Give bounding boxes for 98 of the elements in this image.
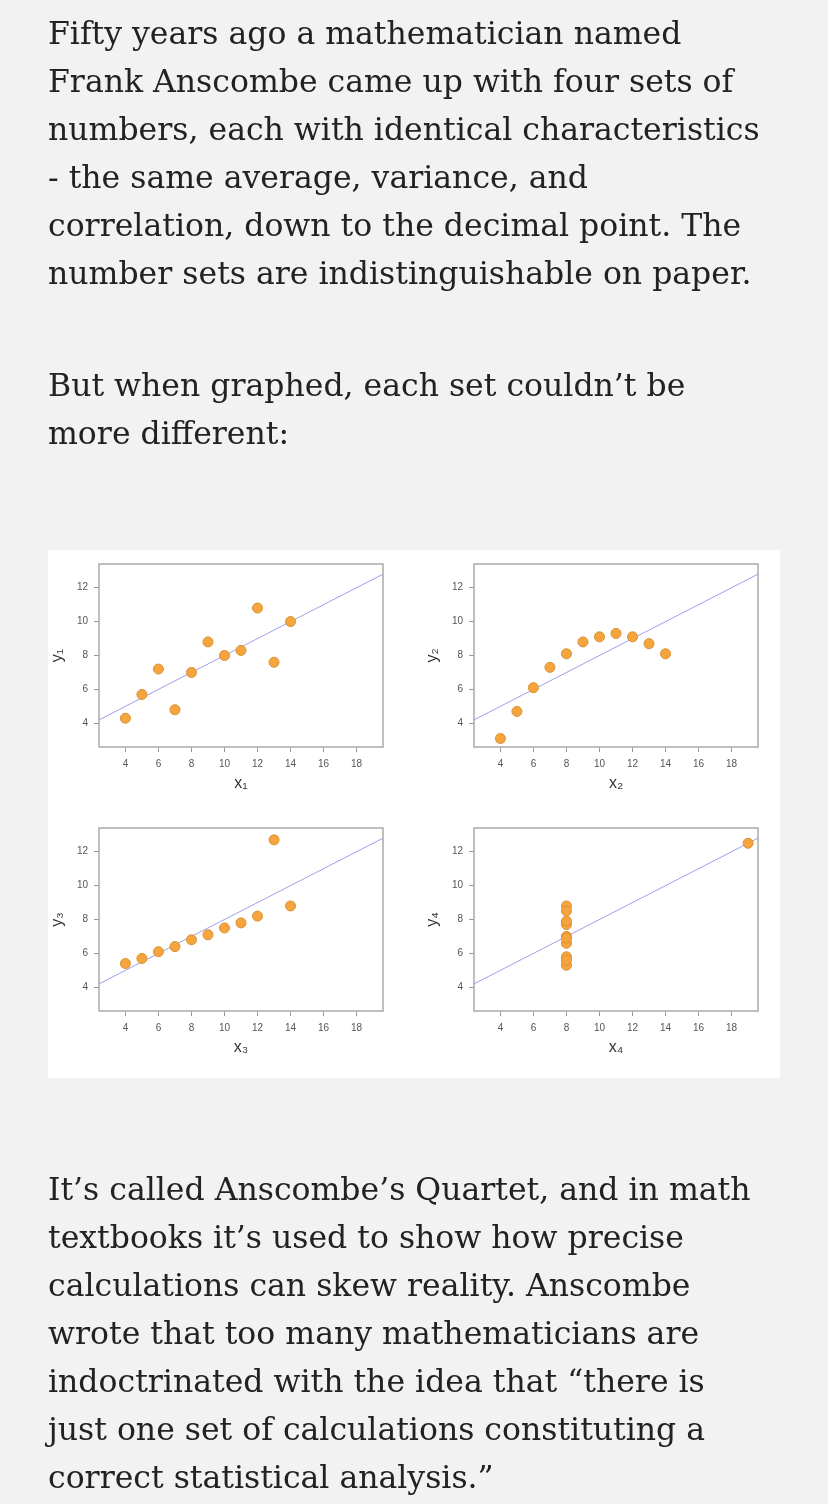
y-axis-title: y₁ bbox=[48, 648, 66, 663]
point bbox=[152, 663, 164, 675]
y-tick-label: 12 bbox=[76, 845, 89, 857]
x-tick-label: 10 bbox=[218, 1021, 231, 1033]
x-tick-label: 4 bbox=[497, 757, 504, 769]
y-tick-label: 6 bbox=[457, 683, 464, 695]
point bbox=[643, 638, 655, 650]
y-tick-label: 10 bbox=[76, 615, 89, 627]
point bbox=[185, 666, 197, 678]
text: But when graphed, each set couldn’t be more different: bbox=[48, 366, 687, 453]
x-tick-label: 10 bbox=[593, 1021, 606, 1033]
y-tick-label: 8 bbox=[82, 649, 89, 661]
x-tick-label: 6 bbox=[155, 1021, 162, 1033]
point bbox=[610, 627, 622, 639]
point bbox=[527, 682, 539, 694]
x-axis-title: x₁ bbox=[234, 773, 248, 791]
y-tick-label: 10 bbox=[451, 615, 464, 627]
x-tick-label: 18 bbox=[726, 757, 738, 769]
point bbox=[235, 644, 247, 656]
x-tick-label: 14 bbox=[659, 1021, 672, 1033]
point bbox=[511, 705, 523, 717]
point bbox=[593, 631, 605, 643]
x-tick-label: 8 bbox=[188, 757, 195, 769]
point bbox=[136, 952, 148, 964]
point bbox=[494, 733, 506, 745]
x-tick-label: 16 bbox=[693, 1021, 705, 1033]
x-tick-label: 6 bbox=[530, 1021, 537, 1033]
point bbox=[119, 712, 131, 724]
y-tick-label: 4 bbox=[82, 981, 89, 993]
y-axis-title: y₄ bbox=[423, 912, 441, 927]
point bbox=[577, 636, 589, 648]
point bbox=[152, 946, 164, 958]
point bbox=[627, 631, 639, 643]
x-tick-label: 12 bbox=[251, 1021, 264, 1033]
point bbox=[285, 616, 297, 628]
x-tick-label: 14 bbox=[284, 757, 297, 769]
y-tick-label: 12 bbox=[76, 581, 89, 593]
x-tick-label: 4 bbox=[122, 1021, 129, 1033]
x-tick-label: 12 bbox=[251, 757, 264, 769]
x-tick-label: 14 bbox=[284, 1021, 297, 1033]
y-tick-label: 8 bbox=[457, 913, 464, 925]
x-tick-label: 8 bbox=[563, 757, 570, 769]
point bbox=[268, 834, 280, 846]
point bbox=[742, 837, 754, 849]
x-tick-label: 16 bbox=[318, 757, 330, 769]
point bbox=[660, 648, 672, 660]
y-tick-label: 8 bbox=[82, 913, 89, 925]
y-axis-title: y₂ bbox=[423, 648, 441, 663]
x-tick-label: 6 bbox=[155, 757, 162, 769]
y-tick-label: 12 bbox=[451, 581, 464, 593]
point bbox=[202, 929, 214, 941]
x-tick-label: 14 bbox=[659, 757, 672, 769]
y-tick-label: 10 bbox=[451, 879, 464, 891]
y-tick-label: 6 bbox=[82, 683, 89, 695]
x-tick-label: 8 bbox=[188, 1021, 195, 1033]
point bbox=[252, 602, 264, 614]
x-axis-title: x₃ bbox=[233, 1037, 249, 1055]
point bbox=[560, 905, 572, 917]
point bbox=[119, 958, 131, 970]
x-tick-label: 10 bbox=[218, 757, 231, 769]
x-tick-label: 4 bbox=[122, 757, 129, 769]
text: Fifty years ago a mathematician named Frank Anscombe came up with four sets of numbers, each with identical characteristics - the same average, variance, and correlation, down to the decimal point. The number sets are indistinguishable on paper. bbox=[48, 14, 761, 293]
point bbox=[169, 941, 181, 953]
x-tick-label: 12 bbox=[626, 757, 639, 769]
point bbox=[218, 650, 230, 661]
y-tick-label: 12 bbox=[451, 845, 464, 857]
x-tick-label: 18 bbox=[351, 757, 363, 769]
y-tick-label: 4 bbox=[457, 717, 464, 729]
x-tick-label: 18 bbox=[351, 1021, 363, 1033]
x-tick-label: 18 bbox=[726, 1021, 738, 1033]
point bbox=[544, 661, 556, 673]
x-tick-label: 16 bbox=[318, 1021, 330, 1033]
point bbox=[218, 922, 230, 934]
point bbox=[285, 900, 297, 912]
point bbox=[202, 636, 214, 648]
point bbox=[169, 704, 181, 716]
x-tick-label: 8 bbox=[563, 1021, 570, 1033]
x-tick-label: 16 bbox=[693, 757, 705, 769]
y-axis-title: y₃ bbox=[48, 912, 66, 927]
y-tick-label: 8 bbox=[457, 649, 464, 661]
y-tick-label: 4 bbox=[457, 981, 464, 993]
point bbox=[560, 648, 572, 660]
y-tick-label: 4 bbox=[82, 717, 89, 729]
point bbox=[235, 917, 247, 929]
point bbox=[560, 915, 572, 927]
x-tick-label: 6 bbox=[530, 757, 537, 769]
x-tick-label: 4 bbox=[497, 1021, 504, 1033]
y-tick-label: 6 bbox=[82, 947, 89, 959]
y-tick-label: 6 bbox=[457, 947, 464, 959]
x-axis-title: x₄ bbox=[608, 1037, 624, 1055]
x-tick-label: 10 bbox=[593, 757, 606, 769]
y-tick-label: 10 bbox=[76, 879, 89, 891]
point bbox=[268, 656, 280, 668]
point bbox=[252, 910, 264, 922]
x-axis-title: x₂ bbox=[608, 773, 624, 791]
point bbox=[136, 688, 148, 700]
x-tick-label: 12 bbox=[626, 1021, 639, 1033]
point bbox=[185, 934, 197, 946]
